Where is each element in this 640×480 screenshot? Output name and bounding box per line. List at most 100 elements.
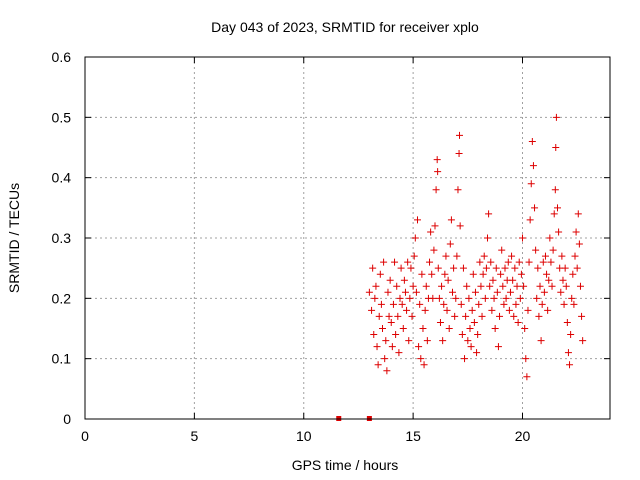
data-point [447, 216, 455, 224]
data-point [398, 300, 406, 308]
data-point [386, 276, 394, 284]
x-tick-label: 10 [296, 428, 312, 444]
data-point [486, 282, 494, 290]
data-point [435, 294, 443, 302]
data-point [579, 337, 587, 345]
data-point [434, 168, 442, 176]
data-point [439, 337, 447, 345]
data-point [512, 300, 520, 308]
data-point [383, 367, 391, 375]
data-point [499, 282, 507, 290]
data-point [485, 210, 493, 218]
y-tick-label: 0.1 [52, 351, 72, 367]
data-point [481, 294, 489, 302]
data-point [575, 240, 583, 248]
data-point [517, 270, 525, 278]
x-tick-label: 5 [190, 428, 198, 444]
data-point [456, 222, 464, 230]
data-point [489, 276, 497, 284]
data-point [528, 137, 536, 145]
data-point [525, 258, 533, 266]
x-tick-label: 20 [515, 428, 531, 444]
data-point [482, 264, 490, 272]
data-point [392, 331, 400, 339]
data-point [578, 312, 586, 320]
data-point [387, 318, 395, 326]
data-point [391, 258, 399, 266]
data-point [564, 349, 572, 357]
data-point [509, 276, 517, 284]
data-point [490, 294, 498, 302]
data-point [537, 337, 545, 345]
x-axis-label: GPS time / hours [292, 457, 399, 473]
data-point [475, 300, 483, 308]
data-point [502, 294, 510, 302]
data-point [554, 204, 561, 212]
data-point [368, 306, 376, 314]
data-point [547, 258, 555, 266]
data-point [516, 294, 524, 302]
data-point [500, 300, 508, 308]
data-point [451, 312, 459, 320]
data-point [562, 282, 570, 290]
data-point [453, 252, 461, 260]
data-point [491, 325, 499, 332]
data-point [381, 355, 389, 363]
data-point [408, 312, 416, 320]
data-point [431, 222, 439, 230]
data-point [377, 300, 385, 308]
data-point [450, 264, 458, 272]
data-point [420, 361, 428, 369]
data-point [455, 150, 463, 158]
data-point [540, 288, 548, 296]
data-point [543, 270, 551, 278]
data-point [403, 306, 411, 314]
data-point [527, 180, 535, 188]
data-point [568, 294, 576, 302]
y-tick-label: 0.3 [52, 230, 72, 246]
data-point [370, 331, 378, 339]
data-point [423, 337, 431, 345]
data-point [473, 349, 481, 357]
data-point [382, 337, 390, 345]
data-point [384, 288, 392, 296]
data-point [409, 282, 417, 290]
data-point [535, 312, 543, 320]
data-point [532, 246, 540, 254]
data-point [510, 312, 518, 320]
data-point [511, 264, 519, 272]
data-points [336, 113, 587, 421]
data-point [430, 246, 438, 254]
data-point [374, 361, 382, 369]
data-point [470, 318, 478, 326]
data-point [369, 264, 377, 272]
data-point [416, 300, 424, 308]
data-point [498, 246, 506, 254]
data-point [415, 343, 423, 351]
data-point [405, 337, 413, 345]
data-point [375, 312, 383, 320]
data-point [395, 349, 403, 357]
data-point [407, 264, 415, 272]
data-point [414, 216, 421, 224]
data-point [388, 343, 396, 351]
data-point [523, 373, 531, 381]
data-point [574, 210, 582, 218]
data-point [563, 318, 571, 326]
x-tick-label: 0 [81, 428, 89, 444]
data-point [522, 355, 530, 363]
y-tick-label: 0 [63, 411, 71, 427]
data-point [494, 343, 502, 351]
data-point [440, 300, 448, 308]
data-point [487, 258, 495, 266]
data-point [570, 300, 578, 308]
data-point [478, 312, 486, 320]
data-point [515, 258, 523, 266]
data-point [462, 312, 470, 320]
data-point [418, 270, 426, 278]
data-point [379, 325, 386, 332]
data-point [476, 258, 484, 266]
data-point [519, 234, 526, 242]
grid-lines [85, 57, 610, 419]
